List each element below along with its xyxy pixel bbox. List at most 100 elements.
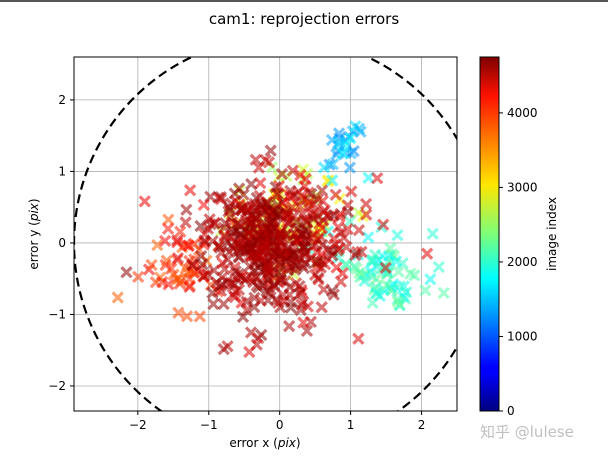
scatter-point: [249, 153, 262, 166]
scatter-point: [358, 274, 371, 288]
scatter-point: [326, 158, 340, 171]
scatter-point: [318, 204, 331, 217]
scatter-point: [212, 239, 226, 252]
scatter-point: [207, 297, 220, 311]
scatter-point: [329, 188, 342, 201]
scatter-point: [244, 244, 257, 258]
scatter-point: [317, 161, 331, 174]
scatter-point: [156, 275, 169, 289]
scatter-point: [284, 301, 297, 314]
scatter-point: [424, 273, 437, 286]
scatter-point: [315, 301, 328, 314]
scatter-point: [151, 238, 164, 252]
scatter-point: [369, 287, 383, 300]
scatter-point: [352, 332, 365, 345]
scatter-point: [262, 156, 276, 169]
scatter-point: [194, 219, 207, 233]
scatter-point: [231, 238, 245, 251]
scatter-point: [380, 278, 393, 292]
scatter-point: [377, 218, 390, 231]
scatter-point: [214, 190, 227, 204]
scatter-point: [201, 222, 215, 235]
scatter-point: [419, 284, 432, 297]
scatter-point: [260, 284, 273, 298]
scatter-point: [248, 264, 261, 277]
scatter-point: [352, 224, 366, 237]
y-tick-label: 2: [58, 93, 66, 107]
scatter-point: [312, 271, 325, 285]
scatter-point: [161, 222, 175, 235]
scatter-point: [325, 285, 339, 298]
scatter-point: [317, 214, 330, 227]
scatter-point: [366, 296, 379, 309]
scatter-point: [282, 208, 295, 221]
scatter-point: [120, 266, 133, 279]
scatter-point: [286, 164, 299, 177]
scatter-point: [241, 214, 254, 227]
scatter-point: [240, 295, 253, 308]
colorbar-tick-label: 2000: [507, 255, 538, 269]
scatter-point: [366, 270, 379, 283]
scatter-point: [327, 209, 340, 222]
scatter-point: [297, 295, 310, 309]
scatter-point: [183, 184, 197, 197]
scatter-point: [216, 278, 229, 291]
scatter-point: [391, 229, 404, 242]
scatter-point: [236, 310, 250, 324]
scatter-point: [171, 234, 184, 247]
scatter-point: [172, 306, 185, 319]
scatter-point: [304, 315, 318, 329]
scatter-point: [207, 264, 221, 277]
scatter-point: [250, 234, 264, 247]
scatter-point: [341, 205, 355, 218]
scatter-point: [360, 208, 373, 221]
scatter-point: [145, 258, 158, 272]
scatter-point: [300, 214, 313, 228]
x-axis-ticks: −2 −1 0 1 2: [129, 411, 425, 432]
x-tick-label: 2: [418, 418, 426, 432]
scatter-point: [160, 254, 173, 267]
scatter-point: [167, 268, 180, 281]
scatter-point: [334, 275, 347, 288]
scatter-point: [334, 226, 347, 239]
scatter-point: [384, 242, 397, 255]
scatter-point: [315, 255, 328, 269]
top-border: [0, 0, 608, 2]
scatter-point: [307, 198, 320, 211]
scatter-point: [344, 132, 357, 145]
scatter-point: [333, 135, 346, 149]
scatter-point: [305, 187, 318, 201]
scatter-point: [359, 197, 373, 211]
scatter-point: [343, 161, 357, 174]
scatter-point: [180, 203, 193, 216]
scatter-point: [330, 261, 343, 274]
scatter-point: [371, 172, 384, 185]
scatter-point: [158, 234, 172, 247]
y-tick-label: 0: [58, 236, 66, 250]
scatter-point: [271, 188, 285, 201]
scatter-point: [217, 342, 230, 356]
scatter-point: [111, 291, 124, 304]
scatter-point: [349, 249, 362, 262]
scatter-point: [183, 280, 196, 294]
scatter-point: [283, 319, 296, 333]
scatter-point: [174, 225, 187, 238]
scatter-point: [225, 197, 238, 210]
scatter-point: [254, 176, 267, 190]
colorbar-label: image index: [545, 197, 559, 271]
scatter-point: [264, 144, 277, 157]
scatter-point: [315, 184, 329, 197]
scatter-point: [263, 206, 276, 219]
x-tick-label: 1: [347, 418, 355, 432]
scatter-point: [295, 259, 309, 272]
grid-lines: [74, 57, 457, 411]
x-tick-label: 0: [276, 418, 284, 432]
y-axis-ticks: −2 −1 0 1 2: [48, 93, 74, 393]
scatter-point: [273, 250, 286, 263]
scatter-point: [392, 265, 405, 278]
scatter-point: [232, 283, 246, 296]
scatter-point: [245, 178, 258, 191]
scatter-point: [317, 283, 330, 296]
scatter-point: [404, 267, 417, 280]
